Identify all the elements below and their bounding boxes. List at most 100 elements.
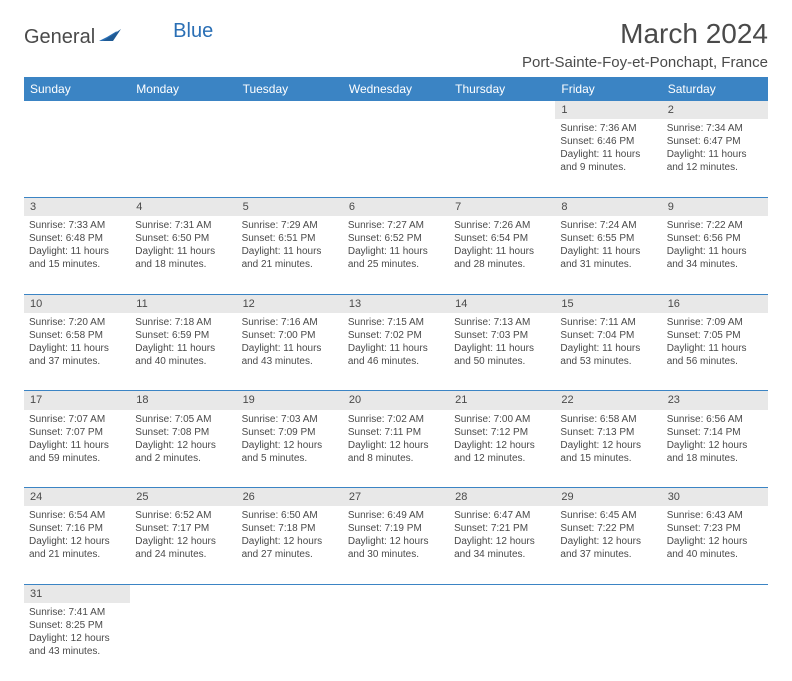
day-number-cell: 11 (130, 294, 236, 313)
title-block: March 2024 Port-Sainte-Foy-et-Ponchapt, … (522, 18, 768, 71)
dh-thu: Thursday (449, 77, 555, 101)
cell-d2: and 34 minutes. (667, 258, 763, 271)
cell-ss: Sunset: 7:22 PM (560, 522, 656, 535)
day-detail-cell: Sunrise: 6:54 AMSunset: 7:16 PMDaylight:… (24, 506, 130, 584)
day-number-cell (237, 101, 343, 119)
cell-d1: Daylight: 12 hours (242, 439, 338, 452)
cell-d1: Daylight: 11 hours (29, 245, 125, 258)
cell-ss: Sunset: 6:47 PM (667, 135, 763, 148)
cell-sr: Sunrise: 7:20 AM (29, 316, 125, 329)
cell-sr: Sunrise: 7:36 AM (560, 122, 656, 135)
day-number-cell: 2 (662, 101, 768, 119)
cell-d1: Daylight: 11 hours (135, 342, 231, 355)
cell-sr: Sunrise: 7:02 AM (348, 413, 444, 426)
cell-d1: Daylight: 12 hours (135, 439, 231, 452)
daynum-row: 17181920212223 (24, 391, 768, 410)
day-detail-cell: Sunrise: 6:45 AMSunset: 7:22 PMDaylight:… (555, 506, 661, 584)
day-number-cell: 23 (662, 391, 768, 410)
day-detail-cell (237, 603, 343, 681)
cell-sr: Sunrise: 7:29 AM (242, 219, 338, 232)
day-number-cell: 24 (24, 488, 130, 507)
cell-d2: and 21 minutes. (29, 548, 125, 561)
daynum-row: 31 (24, 584, 768, 603)
cell-ss: Sunset: 7:18 PM (242, 522, 338, 535)
day-detail-cell: Sunrise: 6:56 AMSunset: 7:14 PMDaylight:… (662, 410, 768, 488)
cell-d1: Daylight: 12 hours (29, 535, 125, 548)
flag-icon (99, 27, 121, 48)
cell-d2: and 18 minutes. (667, 452, 763, 465)
cell-ss: Sunset: 6:52 PM (348, 232, 444, 245)
brand-part1: General (24, 26, 95, 49)
cell-ss: Sunset: 7:07 PM (29, 426, 125, 439)
day-number-cell (24, 101, 130, 119)
cell-sr: Sunrise: 6:47 AM (454, 509, 550, 522)
cell-ss: Sunset: 8:25 PM (29, 619, 125, 632)
day-detail-cell (24, 119, 130, 197)
day-number-cell: 27 (343, 488, 449, 507)
cell-sr: Sunrise: 7:07 AM (29, 413, 125, 426)
cell-d2: and 37 minutes. (29, 355, 125, 368)
cell-sr: Sunrise: 7:13 AM (454, 316, 550, 329)
cell-d1: Daylight: 12 hours (454, 439, 550, 452)
cell-sr: Sunrise: 7:15 AM (348, 316, 444, 329)
cell-d1: Daylight: 11 hours (560, 342, 656, 355)
cell-sr: Sunrise: 6:50 AM (242, 509, 338, 522)
day-number-cell: 18 (130, 391, 236, 410)
cell-d1: Daylight: 12 hours (560, 439, 656, 452)
day-detail-cell: Sunrise: 6:49 AMSunset: 7:19 PMDaylight:… (343, 506, 449, 584)
cell-ss: Sunset: 6:46 PM (560, 135, 656, 148)
calendar-table: Sunday Monday Tuesday Wednesday Thursday… (24, 77, 768, 681)
day-detail-cell (449, 603, 555, 681)
cell-sr: Sunrise: 6:43 AM (667, 509, 763, 522)
cell-d2: and 21 minutes. (242, 258, 338, 271)
day-number-cell: 8 (555, 197, 661, 216)
cell-d1: Daylight: 11 hours (29, 439, 125, 452)
cell-ss: Sunset: 7:21 PM (454, 522, 550, 535)
cell-d1: Daylight: 11 hours (667, 342, 763, 355)
day-number-cell: 14 (449, 294, 555, 313)
cell-ss: Sunset: 7:17 PM (135, 522, 231, 535)
day-detail-cell: Sunrise: 7:02 AMSunset: 7:11 PMDaylight:… (343, 410, 449, 488)
cell-d1: Daylight: 11 hours (667, 245, 763, 258)
day-detail-cell: Sunrise: 7:05 AMSunset: 7:08 PMDaylight:… (130, 410, 236, 488)
cell-sr: Sunrise: 7:26 AM (454, 219, 550, 232)
cell-ss: Sunset: 7:13 PM (560, 426, 656, 439)
cell-d2: and 24 minutes. (135, 548, 231, 561)
cell-d2: and 28 minutes. (454, 258, 550, 271)
day-number-cell: 13 (343, 294, 449, 313)
daynum-row: 10111213141516 (24, 294, 768, 313)
cell-d2: and 5 minutes. (242, 452, 338, 465)
day-detail-cell: Sunrise: 6:58 AMSunset: 7:13 PMDaylight:… (555, 410, 661, 488)
dh-sat: Saturday (662, 77, 768, 101)
day-header-row: Sunday Monday Tuesday Wednesday Thursday… (24, 77, 768, 101)
cell-d2: and 12 minutes. (454, 452, 550, 465)
day-number-cell: 5 (237, 197, 343, 216)
cell-d2: and 27 minutes. (242, 548, 338, 561)
day-detail-cell (449, 119, 555, 197)
day-number-cell (662, 584, 768, 603)
cell-d2: and 43 minutes. (29, 645, 125, 658)
header: General Blue March 2024 Port-Sainte-Foy-… (24, 18, 768, 71)
cell-d1: Daylight: 12 hours (454, 535, 550, 548)
cell-d2: and 25 minutes. (348, 258, 444, 271)
brand-logo: General Blue (24, 18, 213, 49)
cell-d1: Daylight: 12 hours (667, 535, 763, 548)
day-number-cell: 31 (24, 584, 130, 603)
dh-fri: Friday (555, 77, 661, 101)
cell-d1: Daylight: 11 hours (667, 148, 763, 161)
cell-ss: Sunset: 7:03 PM (454, 329, 550, 342)
cell-sr: Sunrise: 7:11 AM (560, 316, 656, 329)
cell-ss: Sunset: 6:51 PM (242, 232, 338, 245)
cell-ss: Sunset: 7:16 PM (29, 522, 125, 535)
cell-d1: Daylight: 11 hours (29, 342, 125, 355)
dh-wed: Wednesday (343, 77, 449, 101)
cell-ss: Sunset: 6:58 PM (29, 329, 125, 342)
daynum-row: 12 (24, 101, 768, 119)
cell-d1: Daylight: 12 hours (348, 439, 444, 452)
cell-d2: and 31 minutes. (560, 258, 656, 271)
day-detail-cell: Sunrise: 6:50 AMSunset: 7:18 PMDaylight:… (237, 506, 343, 584)
dh-mon: Monday (130, 77, 236, 101)
cell-d1: Daylight: 11 hours (242, 342, 338, 355)
day-number-cell (343, 101, 449, 119)
cell-d2: and 43 minutes. (242, 355, 338, 368)
